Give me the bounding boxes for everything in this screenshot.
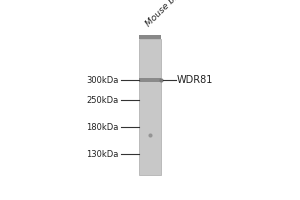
Text: 250kDa: 250kDa (87, 96, 119, 105)
Text: 180kDa: 180kDa (86, 123, 119, 132)
Bar (139, 35, 161, 39)
Text: WDR81: WDR81 (177, 75, 213, 85)
Bar (139, 78, 161, 82)
Text: 300kDa: 300kDa (86, 76, 119, 85)
Bar (139, 39, 161, 175)
Text: Mouse brain: Mouse brain (144, 0, 189, 29)
Text: 130kDa: 130kDa (86, 150, 119, 159)
